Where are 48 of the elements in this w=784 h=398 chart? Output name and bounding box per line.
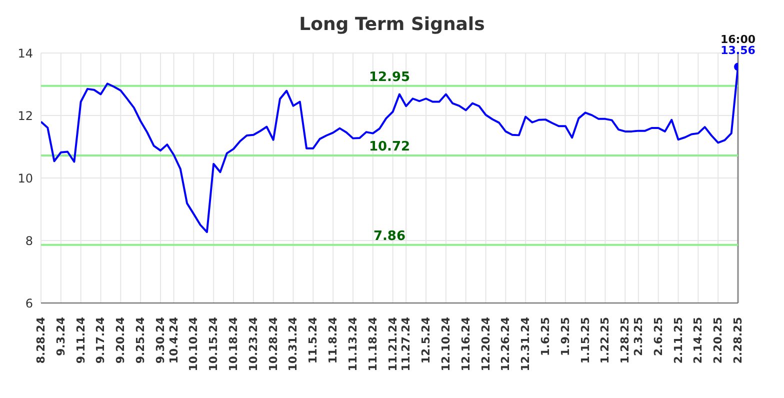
- ref-line-label: 10.72: [368, 140, 410, 154]
- x-tick-label: 12.16.24: [459, 316, 472, 372]
- x-tick-label: 12.31.24: [519, 316, 532, 372]
- x-tick-label: 8.28.24: [34, 316, 48, 364]
- x-tick-label: 1.15.25: [578, 317, 592, 364]
- x-tick-label: 1.9.25: [558, 317, 572, 356]
- y-tick-label: 6: [25, 296, 33, 310]
- x-tick-label: 10.4.24: [167, 316, 180, 364]
- x-tick-label: 9.11.24: [74, 316, 88, 364]
- y-tick-label: 10: [18, 171, 33, 186]
- x-tick-label: 10.31.24: [286, 316, 300, 372]
- x-tick-label: 9.25.24: [134, 316, 148, 364]
- data-label: 13.56: [720, 44, 756, 58]
- annotation: 16:00: [720, 32, 756, 46]
- x-tick-label: 10.10.24: [187, 316, 200, 372]
- x-tick-label: 12.26.24: [499, 316, 512, 372]
- y-tick-label: 8: [25, 234, 33, 248]
- x-tick-label: 1.28.25: [618, 317, 632, 364]
- x-tick-label: 12.5.24: [420, 316, 433, 364]
- x-tick-label: 10.23.24: [246, 316, 260, 372]
- x-tick-label: 2.28.25: [732, 317, 744, 364]
- x-tick-label: 9.20.24: [114, 316, 128, 364]
- x-tick-label: 9.30.24: [154, 316, 167, 364]
- x-tick-label: 2.6.25: [652, 317, 665, 356]
- x-tick-label: 12.20.24: [479, 316, 492, 372]
- x-tick-label: 2.14.25: [692, 317, 705, 364]
- x-tick-label: 10.28.24: [266, 316, 280, 372]
- x-tick-label: 2.11.25: [672, 317, 685, 364]
- x-tick-label: 12.10.24: [439, 316, 452, 372]
- y-tick-label: 14: [18, 46, 33, 60]
- x-tick-label: 11.5.24: [306, 316, 320, 364]
- ref-line-label: 12.95: [368, 70, 410, 85]
- y-tick-label: 12: [18, 108, 33, 123]
- x-tick-label: 1.6.25: [538, 317, 552, 356]
- x-tick-label: 2.3.25: [632, 317, 645, 356]
- x-tick-label: 11.27.24: [400, 316, 413, 372]
- ref-line-label: 7.86: [373, 228, 406, 244]
- chart-title: Long Term Signals: [299, 14, 485, 35]
- x-tick-label: 1.22.25: [598, 317, 612, 364]
- x-tick-label: 10.15.24: [207, 316, 220, 372]
- x-tick-label: 11.18.24: [366, 316, 380, 372]
- x-tick-label: 10.18.24: [227, 316, 240, 372]
- x-tick-label: 9.3.24: [54, 316, 68, 356]
- x-tick-label: 9.17.24: [94, 316, 108, 364]
- x-tick-label: 11.21.24: [386, 316, 400, 372]
- x-tick-label: 11.13.24: [346, 316, 360, 372]
- x-tick-label: 2.20.25: [712, 317, 725, 364]
- x-tick-label: 11.8.24: [326, 316, 340, 364]
